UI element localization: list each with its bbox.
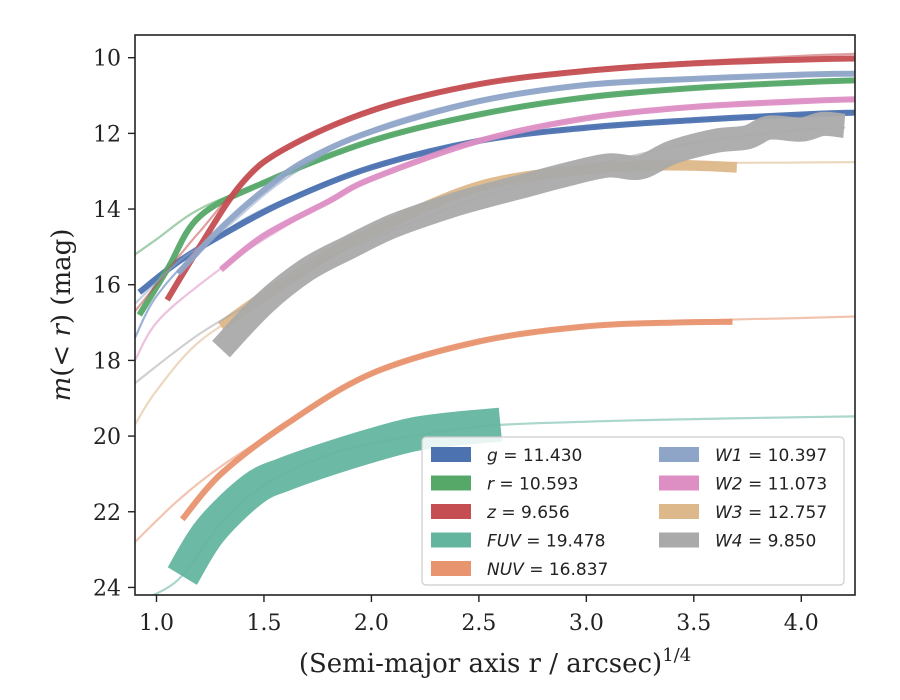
legend-label: z = 9.656 [486, 503, 570, 523]
legend-swatch [431, 475, 471, 491]
observed-band-w2 [219, 96, 855, 272]
y-tick-label: 12 [93, 122, 121, 147]
legend-box [421, 436, 845, 586]
observed-band-w1 [175, 70, 855, 276]
observed-band-nuv [179, 318, 733, 522]
x-tick-label: 2.5 [461, 611, 496, 636]
legend-swatch [659, 504, 699, 519]
legend-swatch [431, 561, 471, 576]
series-fuv [150, 407, 855, 595]
series-w1 [135, 70, 855, 305]
legend-item-w3: W3 = 12.757 [659, 503, 827, 523]
plot-frame [134, 34, 856, 596]
legend-swatch [659, 447, 699, 462]
x-tick-label: 1.5 [246, 611, 281, 636]
observed-band-z [164, 55, 855, 302]
y-tick-label: 14 [93, 198, 121, 223]
legend-item-fuv: FUV = 19.478 [431, 532, 605, 552]
series-layer [135, 52, 855, 595]
legend: g = 11.430 r = 10.593 z = 9.656 FUV = 19.47… [421, 436, 845, 586]
y-tick-label: 22 [93, 501, 121, 526]
x-axis-label-superscript: 1/4 [662, 645, 691, 666]
legend-swatch [431, 447, 471, 462]
y-tick-label: 18 [93, 349, 121, 374]
legend-swatch [431, 504, 471, 519]
x-tick-label: 2.0 [354, 611, 389, 636]
series-z [135, 52, 855, 313]
x-tick-label: 3.0 [569, 611, 604, 636]
legend-label: W2 = 11.073 [715, 475, 827, 495]
series-nuv [135, 315, 855, 544]
legend-label: W3 = 12.757 [715, 503, 827, 523]
x-axis-label-main: (Semi-major axis r / arcsec) [299, 649, 662, 679]
x-tick-label: 4.0 [784, 611, 819, 636]
legend-item-nuv: NUV = 16.837 [431, 560, 608, 580]
series-w4 [135, 111, 846, 385]
legend-label: r = 10.593 [487, 475, 579, 495]
legend-swatch [659, 532, 699, 548]
y-tick-label: 16 [93, 274, 121, 299]
legend-swatch [659, 475, 699, 491]
legend-swatch [431, 532, 471, 548]
y-tick-label: 24 [93, 576, 121, 601]
x-axis-label: (Semi-major axis r / arcsec)1/4 [299, 645, 691, 679]
x-tick-label: 3.5 [676, 611, 711, 636]
ticks-layer: 1.0 1.5 2.0 2.5 3.0 3.5 4.0 10 12 14 16 18 20 22 24 [93, 47, 819, 636]
legend-item-w2: W2 = 11.073 [659, 475, 827, 495]
legend-item-g: g = 11.430 [431, 446, 582, 466]
legend-label: g = 11.430 [487, 446, 582, 466]
y-tick-label: 20 [93, 425, 121, 450]
observed-band-w4 [212, 111, 846, 358]
observed-band-r [136, 77, 855, 317]
series-w2 [135, 96, 855, 362]
y-axis-label: m(< r) (mag) [47, 229, 77, 402]
legend-label: W4 = 9.850 [715, 532, 816, 552]
x-tick-label: 1.0 [139, 611, 174, 636]
legend-item-z: z = 9.656 [431, 503, 570, 523]
observed-band-fuv [167, 407, 503, 585]
legend-label: W1 = 10.397 [715, 446, 827, 466]
legend-item-r: r = 10.593 [431, 475, 579, 495]
legend-item-w1: W1 = 10.397 [659, 446, 827, 466]
legend-item-w4: W4 = 9.850 [659, 532, 816, 552]
legend-label: FUV = 19.478 [487, 532, 605, 552]
series-r [135, 77, 855, 317]
legend-label: NUV = 16.837 [487, 560, 608, 580]
y-tick-label: 10 [93, 47, 121, 72]
